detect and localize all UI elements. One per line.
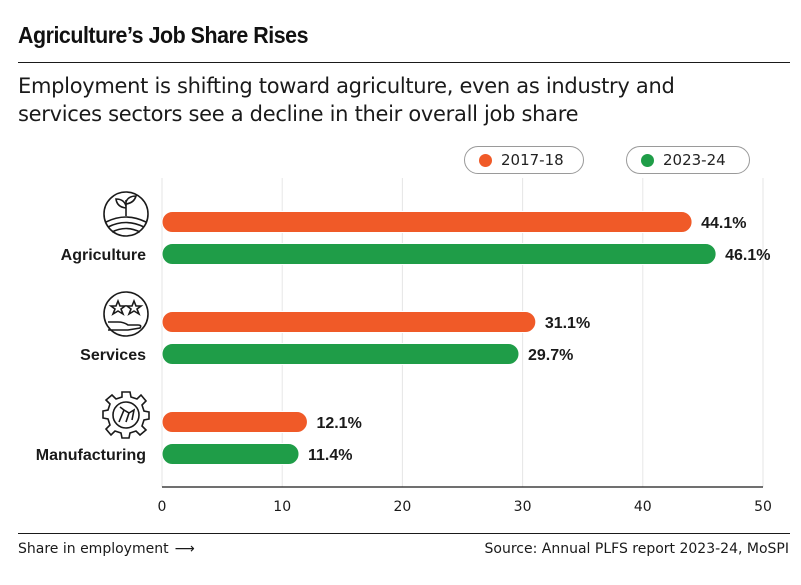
category-label: Agriculture — [61, 247, 146, 264]
bar-2017-18-services — [161, 311, 537, 333]
services-icon — [103, 291, 149, 337]
chart-title: Agriculture’s Job Share Rises — [18, 22, 309, 48]
bar-2017-18-manufacturing — [161, 411, 308, 433]
x-tick-label: 40 — [634, 499, 652, 515]
x-tick-label: 10 — [273, 499, 291, 515]
data-label: 46.1% — [725, 247, 770, 264]
arrow-right-icon: ⟶ — [174, 541, 195, 557]
bars — [161, 211, 717, 465]
category-label: Services — [80, 347, 146, 364]
x-tick-label: 30 — [514, 499, 532, 515]
legend-item-2023-24: 2023-24 — [626, 146, 750, 174]
category-labels: Agriculture Services Manufacturing — [36, 247, 146, 464]
bar-2023-24-manufacturing — [161, 443, 300, 465]
data-label: 29.7% — [528, 347, 573, 364]
agriculture-icon — [103, 191, 149, 237]
data-label: 12.1% — [316, 415, 361, 432]
data-label: 31.1% — [545, 315, 590, 332]
chart-subtitle: Employment is shifting toward agricultur… — [18, 74, 675, 126]
manufacturing-icon — [102, 391, 150, 439]
data-labels: 44.1% 46.1% 31.1% 29.7% 12.1% 11.4% — [308, 215, 770, 464]
footer-divider — [18, 533, 790, 534]
bar-2023-24-agriculture — [161, 243, 717, 265]
data-label: 44.1% — [701, 215, 746, 232]
x-tick-label: 0 — [158, 499, 167, 515]
x-axis-title: Share in employment ⟶ — [18, 541, 195, 557]
bar-2023-24-services — [161, 343, 520, 365]
legend-label-2017-18: 2017-18 — [501, 151, 564, 169]
legend-swatch-2023-24 — [641, 153, 654, 167]
category-icons — [102, 191, 150, 439]
category-label: Manufacturing — [36, 447, 146, 464]
bar-2017-18-agriculture — [161, 211, 693, 233]
x-tick-label: 50 — [754, 499, 772, 515]
legend-swatch-2017-18 — [479, 153, 492, 167]
legend-label-2023-24: 2023-24 — [663, 151, 726, 169]
legend-item-2017-18: 2017-18 — [464, 146, 584, 174]
title-divider — [18, 62, 790, 63]
x-axis-title-text: Share in employment — [18, 541, 169, 557]
data-label: 11.4% — [308, 447, 352, 464]
source-note: Source: Annual PLFS report 2023-24, MoSP… — [484, 541, 789, 557]
x-axis: 0 10 20 30 40 50 — [158, 486, 772, 515]
x-tick-label: 20 — [393, 499, 411, 515]
